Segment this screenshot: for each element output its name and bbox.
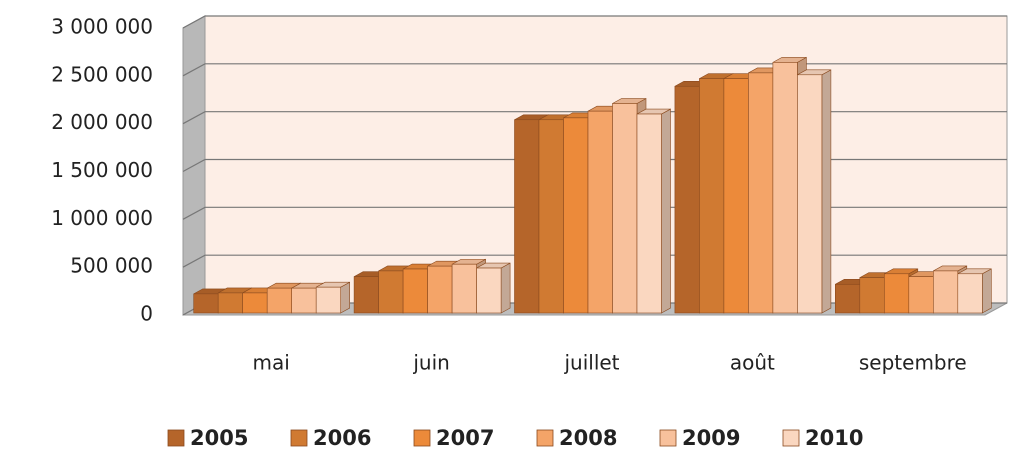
- legend-swatch: [290, 429, 308, 447]
- bar: [612, 103, 638, 314]
- bar: [883, 273, 910, 314]
- bar: [193, 293, 219, 314]
- y-tick-label: 3 000 000: [51, 15, 153, 39]
- x-tick-label: juin: [412, 351, 449, 375]
- bar: [699, 78, 725, 314]
- bar-side: [661, 108, 671, 314]
- bar: [266, 287, 293, 314]
- bar: [402, 268, 428, 314]
- y-tick-label: 1 000 000: [51, 206, 153, 230]
- legend-label: 2008: [559, 426, 617, 450]
- legend-label: 2006: [313, 426, 371, 450]
- bar: [315, 286, 342, 314]
- y-tick-label: 500 000: [70, 254, 153, 278]
- bar-side: [821, 69, 832, 314]
- bar: [748, 72, 774, 314]
- bar: [797, 74, 823, 314]
- legend-swatch: [659, 429, 677, 447]
- legend-swatch: [167, 429, 185, 447]
- bar: [563, 117, 589, 314]
- legend-swatch: [413, 429, 431, 447]
- bar: [674, 85, 700, 314]
- bar: [514, 119, 540, 314]
- x-tick-label: août: [730, 351, 775, 375]
- bar: [476, 267, 502, 314]
- bar: [291, 287, 317, 314]
- grid-line: [182, 63, 1007, 77]
- bar-side: [981, 268, 992, 314]
- bar: [932, 270, 959, 314]
- bar-side: [500, 262, 511, 314]
- legend-label: 2010: [805, 426, 863, 450]
- bar: [427, 265, 453, 314]
- bar: [451, 263, 477, 314]
- bar: [242, 292, 268, 314]
- x-tick-label: septembre: [859, 351, 967, 375]
- bar: [859, 277, 885, 314]
- x-tick-label: mai: [253, 351, 290, 375]
- bar: [538, 119, 564, 314]
- bar: [957, 273, 983, 314]
- bar: [772, 62, 798, 314]
- y-tick-label: 0: [140, 302, 153, 326]
- bar: [587, 110, 613, 314]
- bar: [723, 78, 749, 314]
- bar: [353, 276, 379, 314]
- bar: [217, 292, 243, 314]
- legend-label: 2007: [436, 426, 494, 450]
- bar: [908, 276, 934, 314]
- y-tick-label: 2 000 000: [51, 110, 153, 134]
- x-tick-label: juillet: [563, 351, 619, 375]
- y-tick-label: 1 500 000: [51, 158, 153, 182]
- bar-side: [340, 281, 351, 314]
- legend-swatch: [782, 429, 800, 447]
- grid-line: [182, 15, 1007, 29]
- bar: [834, 283, 861, 314]
- bar: [636, 113, 662, 314]
- legend-swatch: [536, 429, 554, 447]
- bar: [378, 270, 404, 314]
- legend-label: 2005: [190, 426, 248, 450]
- legend-label: 2009: [682, 426, 740, 450]
- y-tick-label: 2 500 000: [51, 62, 153, 86]
